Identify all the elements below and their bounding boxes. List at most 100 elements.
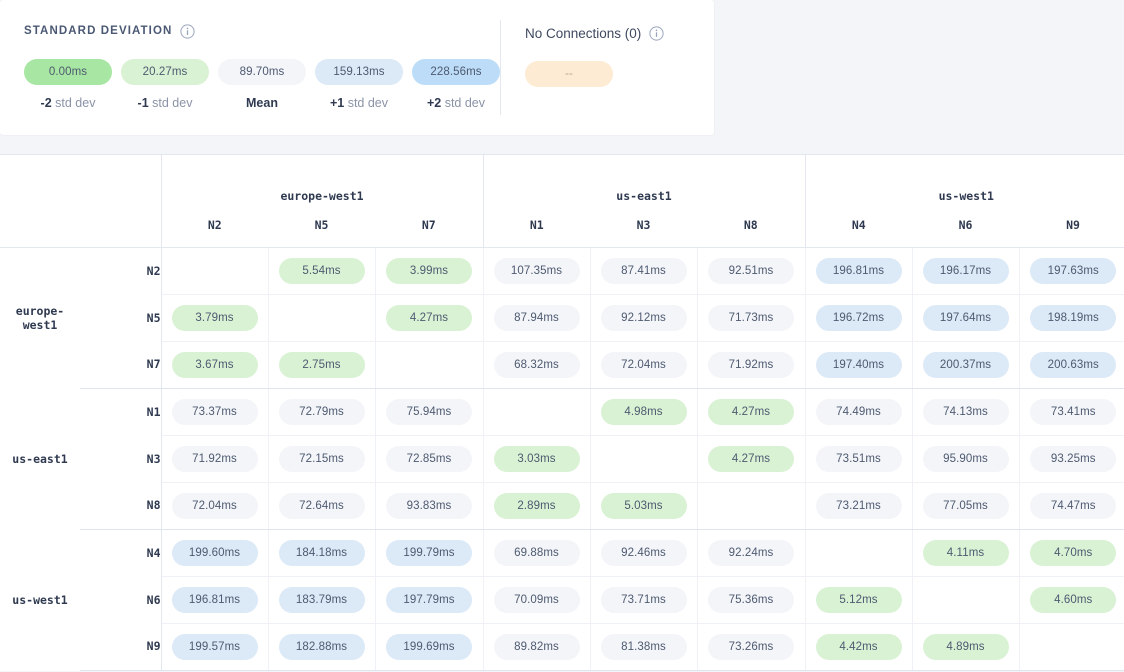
latency-cell[interactable]: 3.99ms xyxy=(375,247,484,295)
latency-cell[interactable]: 4.27ms xyxy=(697,435,806,483)
latency-cell[interactable]: 3.79ms xyxy=(161,294,269,342)
latency-cell[interactable]: 72.85ms xyxy=(375,435,484,483)
latency-cell[interactable]: 4.27ms xyxy=(375,294,484,342)
no-connections-legend: No Connections (0) -- xyxy=(501,0,664,135)
latency-cell[interactable]: 72.04ms xyxy=(161,482,269,530)
latency-cell[interactable]: 81.38ms xyxy=(590,623,698,671)
latency-value-pill: 198.19ms xyxy=(1030,304,1117,331)
latency-cell[interactable]: 73.21ms xyxy=(804,482,913,530)
latency-cell[interactable]: 107.35ms xyxy=(482,247,591,295)
latency-cell[interactable]: 73.71ms xyxy=(590,576,698,624)
latency-cell[interactable]: 197.79ms xyxy=(375,576,484,624)
latency-cell[interactable] xyxy=(268,294,376,342)
latency-cell[interactable]: 73.26ms xyxy=(697,623,806,671)
latency-cell[interactable]: 89.82ms xyxy=(482,623,591,671)
latency-cell[interactable] xyxy=(697,482,806,530)
latency-cell[interactable]: 3.67ms xyxy=(161,341,269,389)
latency-value-pill: 5.54ms xyxy=(278,257,365,284)
std-dev-legend-header: STANDARD DEVIATION xyxy=(24,22,500,40)
latency-cell[interactable]: 68.32ms xyxy=(482,341,591,389)
latency-cell[interactable]: 74.13ms xyxy=(912,388,1020,436)
info-icon[interactable] xyxy=(649,25,664,41)
std-dev-bucket-caption: +1 std dev xyxy=(329,96,389,110)
latency-cell[interactable]: 198.19ms xyxy=(1019,294,1124,342)
latency-cell[interactable] xyxy=(1019,623,1124,671)
latency-cell[interactable]: 73.51ms xyxy=(804,435,913,483)
latency-cell[interactable]: 3.03ms xyxy=(482,435,591,483)
latency-cell[interactable]: 70.09ms xyxy=(482,576,591,624)
latency-cell[interactable]: 199.60ms xyxy=(161,529,269,577)
latency-value-pill: 200.37ms xyxy=(922,351,1009,378)
latency-cell[interactable]: 4.11ms xyxy=(912,529,1020,577)
latency-cell[interactable]: 196.81ms xyxy=(161,576,269,624)
latency-cell[interactable]: 75.36ms xyxy=(697,576,806,624)
latency-cell[interactable]: 196.81ms xyxy=(804,247,913,295)
latency-cell[interactable]: 5.12ms xyxy=(804,576,913,624)
latency-cell[interactable]: 196.72ms xyxy=(804,294,913,342)
latency-cell[interactable]: 72.04ms xyxy=(590,341,698,389)
column-header-N5: N5 xyxy=(268,203,375,248)
latency-cell[interactable]: 199.69ms xyxy=(375,623,484,671)
std-dev-bucket: 89.70ms Mean xyxy=(218,59,306,110)
latency-cell[interactable]: 72.79ms xyxy=(268,388,376,436)
latency-cell[interactable]: 182.88ms xyxy=(268,623,376,671)
latency-cell[interactable]: 92.51ms xyxy=(697,247,806,295)
latency-cell[interactable]: 74.49ms xyxy=(804,388,913,436)
latency-cell[interactable] xyxy=(375,341,484,389)
latency-cell[interactable] xyxy=(804,529,913,577)
latency-cell[interactable]: 184.18ms xyxy=(268,529,376,577)
latency-cell[interactable] xyxy=(161,247,269,295)
latency-cell[interactable]: 200.63ms xyxy=(1019,341,1124,389)
latency-cell[interactable]: 200.37ms xyxy=(912,341,1020,389)
latency-cell[interactable]: 5.54ms xyxy=(268,247,376,295)
latency-cell[interactable] xyxy=(482,388,591,436)
latency-cell[interactable]: 92.12ms xyxy=(590,294,698,342)
latency-cell[interactable]: 72.64ms xyxy=(268,482,376,530)
latency-cell[interactable]: 183.79ms xyxy=(268,576,376,624)
info-icon[interactable] xyxy=(180,23,196,39)
latency-value-pill: 74.47ms xyxy=(1030,492,1117,519)
latency-value-pill: 72.79ms xyxy=(278,398,365,425)
latency-cell[interactable]: 71.92ms xyxy=(161,435,269,483)
latency-value-pill: 72.15ms xyxy=(278,445,365,472)
latency-cell[interactable]: 196.17ms xyxy=(912,247,1020,295)
latency-cell[interactable]: 4.60ms xyxy=(1019,576,1124,624)
latency-cell[interactable]: 93.25ms xyxy=(1019,435,1124,483)
latency-cell[interactable]: 93.83ms xyxy=(375,482,484,530)
latency-cell[interactable]: 71.92ms xyxy=(697,341,806,389)
latency-cell[interactable]: 73.41ms xyxy=(1019,388,1124,436)
latency-cell[interactable] xyxy=(590,435,698,483)
latency-cell[interactable]: 4.42ms xyxy=(804,623,913,671)
row-group-us-east1: us-east1 xyxy=(0,388,80,529)
latency-cell[interactable]: 5.03ms xyxy=(590,482,698,530)
latency-value-pill: 95.90ms xyxy=(922,445,1009,472)
latency-cell[interactable]: 74.47ms xyxy=(1019,482,1124,530)
latency-value-pill: 4.27ms xyxy=(386,304,472,331)
latency-cell[interactable]: 197.64ms xyxy=(912,294,1020,342)
latency-cell[interactable]: 4.27ms xyxy=(697,388,806,436)
latency-value-pill: 4.11ms xyxy=(922,539,1009,566)
latency-cell[interactable]: 72.15ms xyxy=(268,435,376,483)
latency-value-pill: 72.64ms xyxy=(278,492,365,519)
latency-cell[interactable]: 69.88ms xyxy=(482,529,591,577)
latency-cell[interactable]: 4.98ms xyxy=(590,388,698,436)
latency-cell[interactable]: 92.24ms xyxy=(697,529,806,577)
latency-cell[interactable]: 4.70ms xyxy=(1019,529,1124,577)
latency-cell[interactable]: 87.94ms xyxy=(482,294,591,342)
latency-cell[interactable]: 73.37ms xyxy=(161,388,269,436)
latency-cell[interactable] xyxy=(912,576,1020,624)
latency-cell[interactable]: 95.90ms xyxy=(912,435,1020,483)
latency-cell[interactable]: 77.05ms xyxy=(912,482,1020,530)
latency-cell[interactable]: 87.41ms xyxy=(590,247,698,295)
latency-cell[interactable]: 197.40ms xyxy=(804,341,913,389)
latency-cell[interactable]: 71.73ms xyxy=(697,294,806,342)
latency-cell[interactable]: 75.94ms xyxy=(375,388,484,436)
latency-cell[interactable]: 2.75ms xyxy=(268,341,376,389)
latency-cell[interactable]: 2.89ms xyxy=(482,482,591,530)
latency-value-pill: 3.99ms xyxy=(386,257,472,284)
latency-cell[interactable]: 199.57ms xyxy=(161,623,269,671)
latency-cell[interactable]: 92.46ms xyxy=(590,529,698,577)
latency-cell[interactable]: 197.63ms xyxy=(1019,247,1124,295)
latency-cell[interactable]: 199.79ms xyxy=(375,529,484,577)
latency-cell[interactable]: 4.89ms xyxy=(912,623,1020,671)
